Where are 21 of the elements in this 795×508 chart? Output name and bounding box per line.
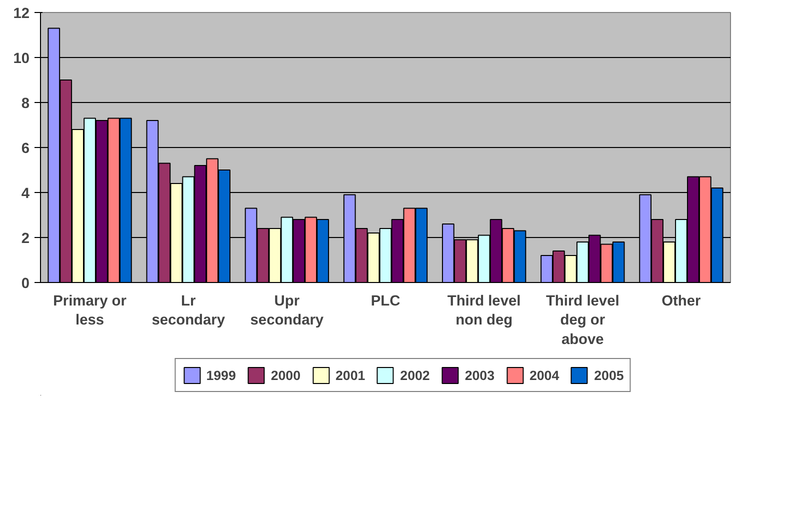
x-tick-label: Upr secondary — [250, 294, 324, 329]
y-tick-label: 8 — [21, 96, 30, 112]
legend-label: 2002 — [400, 368, 430, 382]
x-tick-label: Third level non deg — [447, 294, 521, 329]
legend-label: 2003 — [464, 368, 494, 382]
legend-label: 1999 — [206, 368, 236, 382]
x-tick-label: Other — [662, 294, 702, 310]
y-tick-label: 10 — [13, 51, 30, 67]
x-tick-label: Lr secondary — [152, 294, 226, 329]
y-tick-label: 6 — [21, 141, 30, 157]
legend-label: 2000 — [270, 368, 301, 382]
legend-label: 2004 — [529, 368, 560, 382]
legend-label: 2005 — [594, 368, 624, 382]
x-tick-label: Third level deg or above — [546, 294, 620, 348]
x-tick-label: PLC — [370, 294, 401, 310]
y-tick-label: 2 — [21, 231, 30, 247]
y-tick-label: 0 — [21, 276, 30, 292]
legend-label: 2001 — [336, 368, 366, 382]
x-tick-label: Primary or less — [53, 294, 127, 329]
y-tick-label: 4 — [21, 186, 30, 202]
y-tick-label: 12 — [13, 6, 30, 22]
